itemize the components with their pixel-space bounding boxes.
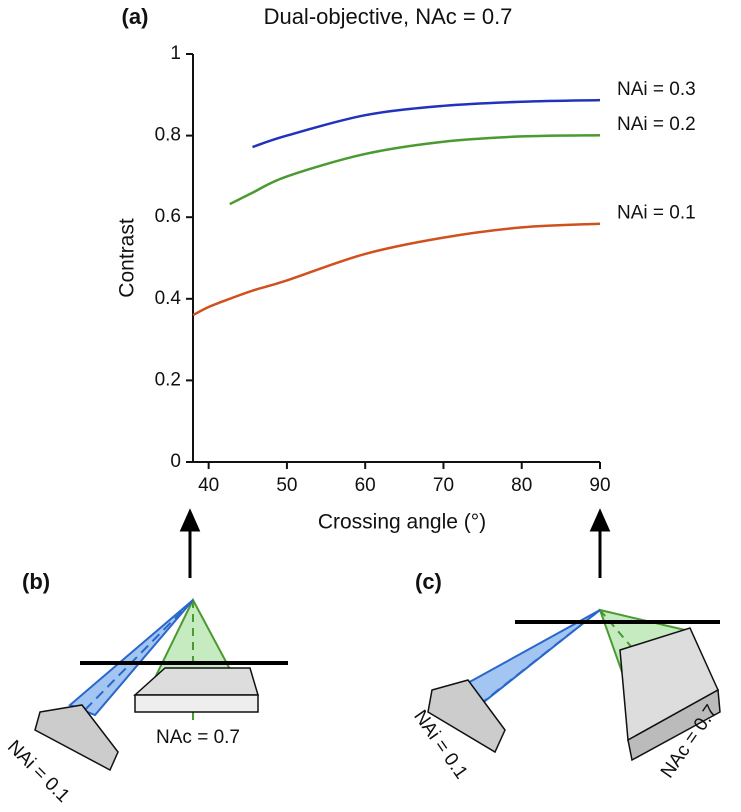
chart-title: Dual-objective, NAc = 0.7	[264, 4, 513, 29]
y-tick-label: 0.2	[155, 369, 181, 390]
diagram-b: (b) NAc = 0.7 NAi = 0.1	[3, 569, 288, 807]
y-tick-label: 0.8	[155, 125, 181, 146]
panel-label: (a)	[122, 4, 149, 29]
legend-label: NAi = 0.1	[617, 203, 696, 224]
nai-label: NAi = 0.1	[3, 736, 73, 806]
x-tick-label: 60	[355, 475, 376, 496]
series-line	[229, 133, 601, 206]
series-line	[252, 98, 601, 149]
y-tick-label: 0	[170, 451, 181, 472]
arrows	[179, 508, 611, 578]
diagram-label: (c)	[415, 569, 442, 594]
x-tick-label: 40	[198, 475, 219, 496]
x-tick-label: 50	[276, 475, 297, 496]
diagram-label: (b)	[22, 569, 50, 594]
x-tick-label: 90	[589, 475, 610, 496]
x-axis-label: Crossing angle (°)	[318, 511, 486, 534]
x-tick-label: 70	[433, 475, 454, 496]
y-tick-label: 0.6	[155, 206, 181, 227]
diagram-c: (c) NAc = 0.7 NAi = 0.1	[409, 569, 722, 783]
series-line	[192, 222, 601, 317]
x-tick-label: 80	[511, 475, 532, 496]
nac-label: NAc = 0.7	[156, 727, 240, 748]
y-axis-label: Contrast	[116, 218, 139, 298]
y-tick-label: 0.4	[155, 288, 182, 309]
legend-label: NAi = 0.3	[617, 79, 696, 100]
y-tick-label: 1	[170, 43, 181, 64]
legend-label: NAi = 0.2	[617, 114, 696, 135]
